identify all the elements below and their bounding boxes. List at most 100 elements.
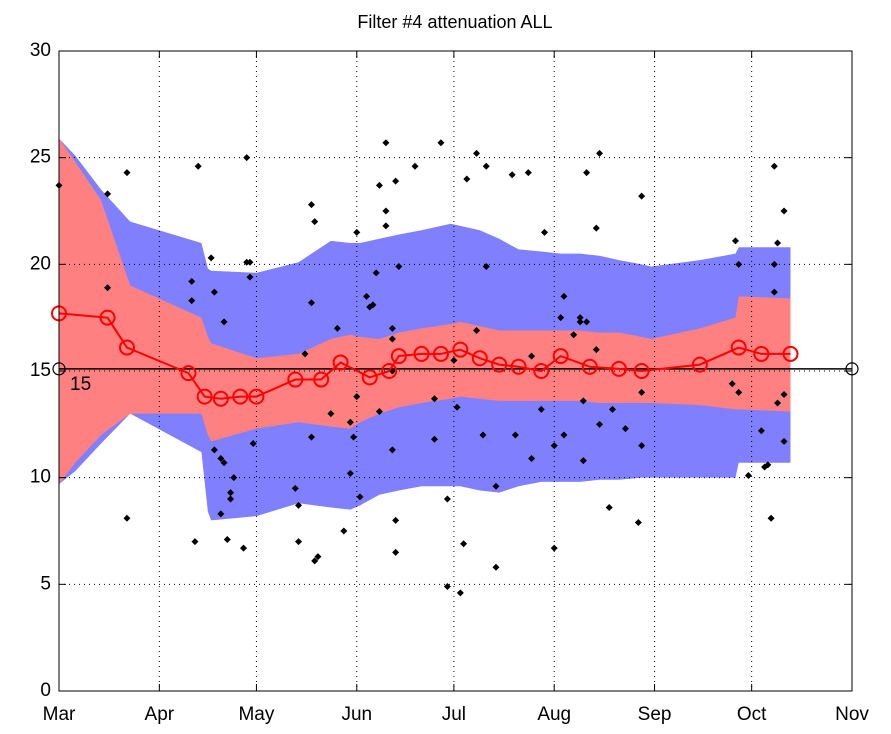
scatter-point xyxy=(227,489,235,497)
scatter-point xyxy=(311,557,319,565)
y-tick-label: 15 xyxy=(30,360,51,381)
scatter-point xyxy=(579,397,587,405)
scatter-point xyxy=(388,324,396,332)
scatter-point xyxy=(382,207,390,215)
scatter-point xyxy=(570,331,578,339)
scatter-point xyxy=(362,292,370,300)
scatter-point xyxy=(227,495,235,503)
scatter-point xyxy=(372,269,380,277)
trend-marker xyxy=(381,363,398,379)
scatter-point xyxy=(307,433,315,441)
trend-marker xyxy=(248,388,265,405)
scatter-point xyxy=(557,314,565,322)
scatter-point xyxy=(767,514,775,522)
scatter-point xyxy=(576,318,584,326)
x-tick-label: May xyxy=(238,704,274,725)
scatter-point xyxy=(350,433,358,441)
trend-marker xyxy=(432,345,449,362)
scatter-point xyxy=(246,258,254,266)
trend-marker xyxy=(691,356,708,373)
scatter-point xyxy=(443,495,451,503)
scatter-point xyxy=(307,299,315,307)
y-tick-label: 25 xyxy=(30,147,51,168)
scatter-point xyxy=(123,514,131,522)
scatter-point xyxy=(395,262,403,270)
trend-marker xyxy=(413,345,430,362)
scatter-point xyxy=(375,181,383,189)
scatter-point xyxy=(560,292,568,300)
trend-marker xyxy=(180,365,197,382)
scatter-point xyxy=(392,548,400,556)
trend-marker xyxy=(510,358,527,375)
scatter-point xyxy=(210,288,218,296)
scatter-point xyxy=(605,504,613,512)
scatter-point xyxy=(210,446,218,454)
scatter-point xyxy=(511,431,519,439)
scatter-point xyxy=(638,388,646,396)
scatter-point xyxy=(550,544,558,552)
scatter-point xyxy=(770,288,778,296)
trend-marker xyxy=(471,350,488,367)
scatter-point xyxy=(295,538,303,546)
trend-marker xyxy=(491,356,508,373)
scatter-point xyxy=(366,303,374,311)
scatter-point xyxy=(194,162,202,170)
scatter-point xyxy=(249,440,257,448)
scatter-point xyxy=(223,536,231,544)
scatter-point xyxy=(353,228,361,236)
scatter-point xyxy=(492,482,500,490)
scatter-point xyxy=(774,239,782,247)
trend-marker xyxy=(196,388,213,405)
trend-marker xyxy=(552,348,569,365)
y-tick-label: 20 xyxy=(30,253,51,274)
scatter-point xyxy=(621,425,629,433)
scatter-point xyxy=(764,461,772,469)
scatter-point xyxy=(191,538,199,546)
scatter-point xyxy=(780,390,788,398)
scatter-point xyxy=(346,418,354,426)
trend-marker xyxy=(313,371,330,388)
scatter-point xyxy=(382,222,390,230)
trend-marker xyxy=(232,388,249,405)
scatter-point xyxy=(220,318,228,326)
trend-marker xyxy=(332,354,349,371)
scatter-point xyxy=(728,380,736,388)
scatter-point xyxy=(757,427,765,435)
scatter-point xyxy=(508,171,516,179)
x-tick-label: Aug xyxy=(537,704,571,725)
scatter-point xyxy=(430,435,438,443)
scatter-point xyxy=(463,175,471,183)
scatter-point xyxy=(104,190,112,198)
scatter-point xyxy=(524,169,532,177)
scatter-point xyxy=(382,139,390,147)
scatter-point xyxy=(311,218,319,226)
scatter-point xyxy=(104,284,112,292)
scatter-point xyxy=(291,484,299,492)
scatter-point xyxy=(460,540,468,548)
scatter-point xyxy=(473,149,481,157)
scatter-point xyxy=(550,442,558,450)
trend-marker xyxy=(212,390,229,407)
scatter-point xyxy=(333,324,341,332)
y-tick-label: 0 xyxy=(40,680,51,701)
scatter-point xyxy=(576,314,584,322)
scatter-point xyxy=(411,162,419,170)
x-tick-label: Jun xyxy=(341,704,372,725)
scatter-point xyxy=(596,420,604,428)
scatter-point xyxy=(188,277,196,285)
scatter-point xyxy=(592,346,600,354)
scatter-point xyxy=(217,454,225,462)
scatter-point xyxy=(634,518,642,526)
scatter-point xyxy=(780,207,788,215)
scatter-point xyxy=(780,437,788,445)
scatter-point xyxy=(638,442,646,450)
scatter-point xyxy=(388,335,396,343)
scatter-point xyxy=(239,544,247,552)
scatter-point xyxy=(528,352,536,360)
scatter-point xyxy=(482,162,490,170)
scatter-point xyxy=(731,237,739,245)
scatter-point xyxy=(430,395,438,403)
scatter-point xyxy=(583,318,591,326)
